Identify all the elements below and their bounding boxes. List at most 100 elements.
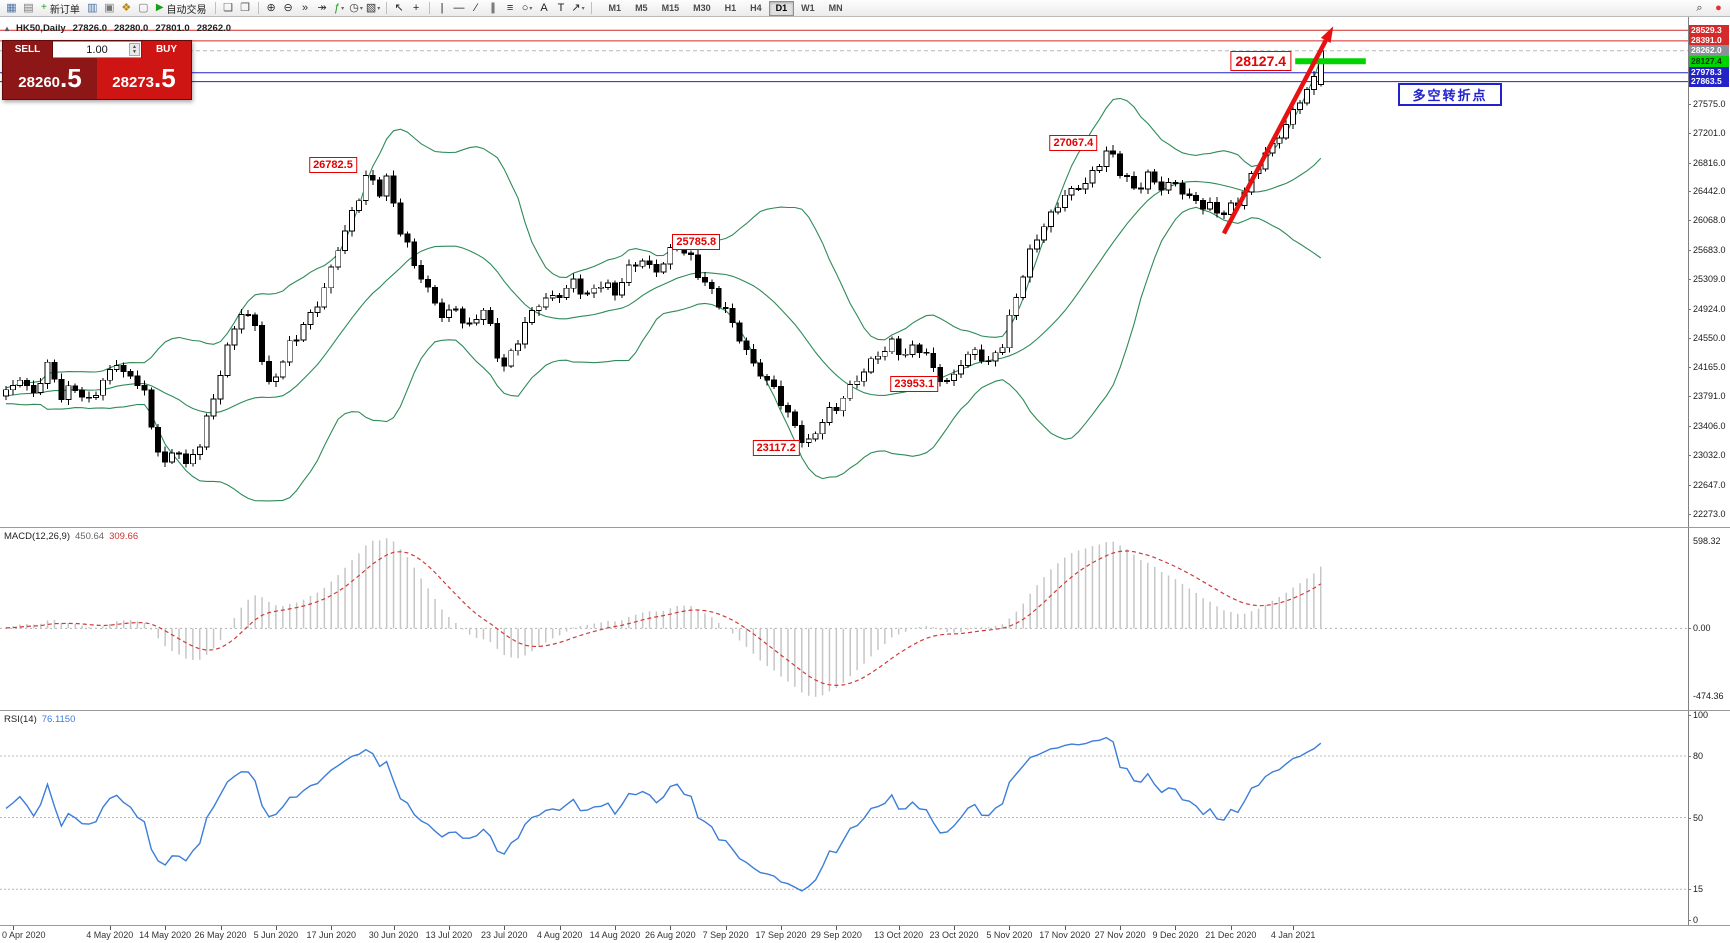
price-axis[interactable]: 27575.0 27201.0 26816.0 26442.0 26068.0 25683…: [1688, 17, 1730, 925]
toolbar-separator: [428, 2, 430, 14]
timeframe-button-m5[interactable]: M5: [635, 3, 648, 13]
macd-indicator-pane[interactable]: [0, 527, 1688, 710]
price-callout-23117.2[interactable]: 23117.2: [752, 440, 800, 457]
dropdown-arrow-icon[interactable]: ▾: [359, 5, 363, 12]
auto-scroll-icon[interactable]: »: [297, 1, 314, 16]
date-label: 4 May 2020: [86, 930, 134, 940]
timeframe-button-w1[interactable]: W1: [801, 3, 815, 13]
cascade-windows-icon[interactable]: ❐: [237, 1, 254, 16]
price-tag-27863.5: 27863.5: [1689, 76, 1729, 88]
trendline-icon: ∕: [475, 1, 477, 14]
buy-price[interactable]: 28273.5: [97, 58, 191, 99]
axis-tick-mark: [1688, 191, 1691, 193]
connection-status-icon: ●: [1715, 1, 1722, 14]
date-tick-mark: [1175, 926, 1177, 930]
date-tick-mark: [448, 926, 450, 930]
volume-stepper[interactable]: ▲ ▼: [129, 43, 140, 56]
templates-icon[interactable]: ▧ ▾: [365, 1, 382, 16]
text-icon[interactable]: A: [536, 1, 553, 16]
new-chart-icon: ▦: [6, 1, 17, 14]
toolbar-separator: [385, 2, 387, 14]
timeframe-button-h4[interactable]: H4: [750, 3, 762, 13]
rsi-axis-label-50: 50: [1693, 812, 1704, 823]
axis-tick-mark: [1688, 250, 1691, 252]
date-tick-mark: [559, 926, 561, 930]
trend-arrow-line[interactable]: [1221, 39, 1328, 235]
sell-button[interactable]: SELL: [3, 41, 53, 58]
dropdown-arrow-icon[interactable]: ▾: [377, 5, 381, 12]
price-tick-label: 27201.0: [1693, 127, 1726, 138]
axis-tick-mark: [1688, 103, 1691, 105]
pane-separator-rsi[interactable]: [0, 710, 1730, 711]
text-label-icon[interactable]: T: [553, 1, 570, 16]
zoom-in-icon[interactable]: ⊕: [263, 1, 280, 16]
price-callout-28127.4[interactable]: 28127.4: [1230, 51, 1292, 72]
price-tag-28262.0: 28262.0: [1689, 45, 1729, 57]
price-callout-26782.5[interactable]: 26782.5: [309, 157, 357, 174]
auto-scroll-icon: »: [301, 1, 309, 14]
pane-separator-macd[interactable]: [0, 527, 1730, 528]
trendline-icon[interactable]: ∕: [468, 1, 485, 16]
time-axis[interactable]: 0 Apr 2020 4 May 2020 14 May 2020 26 May 20…: [0, 926, 1730, 943]
timeframe-button-mn[interactable]: MN: [828, 3, 843, 13]
one-click-prices-row: 28260.5 28273.5: [3, 58, 191, 99]
chart-shift-icon[interactable]: ↠: [314, 1, 331, 16]
timeframe-button-m15[interactable]: M15: [661, 3, 680, 13]
profiles-icon[interactable]: ▤: [20, 1, 37, 16]
timeframe-button-h1[interactable]: H1: [724, 3, 737, 13]
zoom-out-icon[interactable]: ⊖: [280, 1, 297, 16]
rsi-indicator-pane[interactable]: [0, 710, 1688, 925]
macd-label: MACD(12,26,9): [4, 531, 70, 542]
main-price-chart[interactable]: [0, 17, 1688, 527]
volume-input[interactable]: 1.00 ▲ ▼: [53, 41, 141, 58]
arrows-icon[interactable]: ↗ ▾: [570, 1, 587, 16]
search-icon[interactable]: ⌕: [1691, 1, 1708, 16]
terminal-icon[interactable]: ▢: [135, 1, 152, 16]
data-window-icon[interactable]: ▣: [101, 1, 118, 16]
new-order-button[interactable]: + 新订单: [37, 1, 84, 16]
vertical-line-icon[interactable]: |: [434, 1, 451, 16]
price-callout-27067.4[interactable]: 27067.4: [1049, 135, 1098, 152]
horizontal-line-icon[interactable]: —: [451, 1, 468, 16]
buy-button[interactable]: BUY: [141, 41, 191, 58]
new-order-button-label: 新订单: [49, 4, 80, 16]
sell-price[interactable]: 28260.5: [3, 58, 97, 99]
date-tick-mark: [781, 926, 783, 930]
price-callout-25785.8[interactable]: 25785.8: [672, 234, 721, 251]
crosshair-icon[interactable]: +: [408, 1, 425, 16]
timeframe-button-m1[interactable]: M1: [608, 3, 622, 13]
shapes-icon[interactable]: ○ ▾: [519, 1, 536, 16]
axis-tick-mark: [1688, 628, 1691, 630]
price-tick-label: 22647.0: [1693, 479, 1726, 490]
volume-up-icon[interactable]: ▲: [132, 43, 137, 50]
one-click-collapse-icon[interactable]: ▴: [5, 24, 10, 33]
indicators-icon[interactable]: ƒ ▾: [331, 1, 348, 16]
axis-tick-mark: [1688, 715, 1691, 716]
new-chart-icon[interactable]: ▦: [3, 1, 20, 16]
price-tick-label: 23791.0: [1693, 391, 1726, 402]
dropdown-arrow-icon[interactable]: ▾: [581, 5, 585, 12]
date-label: 4 Jan 2021: [1270, 930, 1316, 940]
price-tick-label: 24165.0: [1693, 362, 1726, 373]
volume-down-icon[interactable]: ▼: [132, 48, 137, 55]
market-watch-icon[interactable]: ▥: [84, 1, 101, 16]
fibonacci-icon[interactable]: ≡: [502, 1, 519, 16]
dropdown-arrow-icon[interactable]: ▾: [529, 5, 533, 12]
channel-icon[interactable]: ∥: [485, 1, 502, 16]
terminal-icon: ▢: [138, 1, 149, 14]
navigator-icon[interactable]: ❖: [118, 1, 135, 16]
price-tick-label: 24924.0: [1693, 303, 1726, 314]
macd-signal-value: 309.66: [109, 531, 139, 542]
cursor-icon[interactable]: ↖: [391, 1, 408, 16]
axis-separator-line: [1688, 17, 1689, 925]
rsi-line: [5, 736, 1322, 892]
timeframe-button-m30[interactable]: M30: [693, 3, 711, 13]
connection-status-icon[interactable]: ●: [1710, 1, 1727, 16]
annotation-text-box[interactable]: 多空转折点: [1398, 83, 1502, 106]
price-callout-23953.1[interactable]: 23953.1: [890, 375, 939, 392]
periods-icon[interactable]: ◷ ▾: [348, 1, 365, 16]
timeframe-button-d1[interactable]: D1: [768, 0, 795, 16]
dropdown-arrow-icon[interactable]: ▾: [341, 5, 345, 12]
new-window-icon[interactable]: ❏: [220, 1, 237, 16]
autotrade-button[interactable]: ▶ 自动交易: [152, 1, 211, 16]
